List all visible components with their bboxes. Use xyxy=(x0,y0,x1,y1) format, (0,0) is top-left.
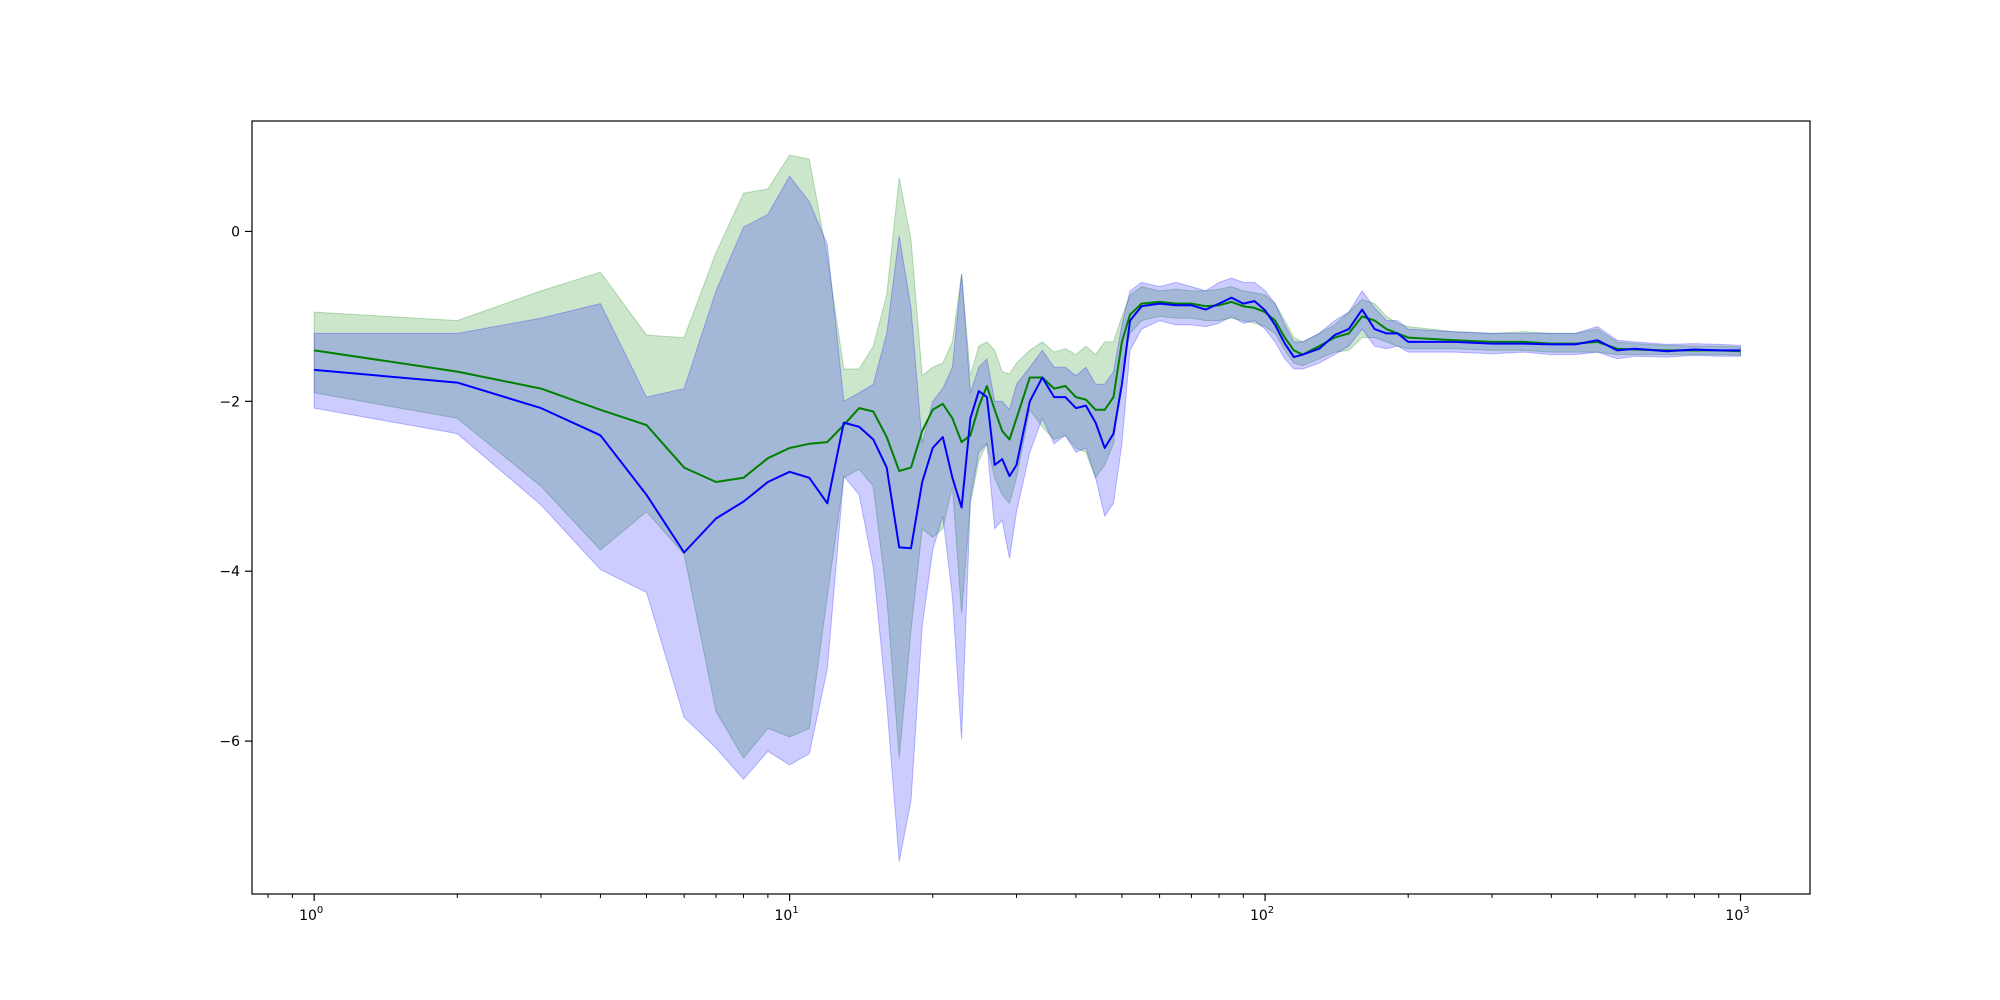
series-1-band xyxy=(313,154,1741,759)
x-tick-label: 101 xyxy=(775,905,799,924)
y-tick-label: 0 xyxy=(231,224,240,240)
x-axis: 100 101 102 103 xyxy=(267,894,1750,924)
y-axis: 0 −2 −4 −6 xyxy=(219,224,252,750)
series-lines xyxy=(314,296,1741,554)
x-tick-label: 103 xyxy=(1725,905,1749,924)
plot-frame xyxy=(251,120,1811,895)
series-1-line xyxy=(314,300,1741,483)
series-2-band xyxy=(313,175,1741,862)
x-tick-label: 100 xyxy=(299,905,323,924)
plot-area xyxy=(252,121,1810,894)
y-tick-label: −4 xyxy=(219,564,240,580)
confidence-bands xyxy=(313,154,1741,862)
y-tick-label: −6 xyxy=(219,734,240,750)
x-tick-label: 102 xyxy=(1250,905,1274,924)
series-2-line xyxy=(314,296,1741,554)
y-tick-label: −2 xyxy=(219,394,240,410)
